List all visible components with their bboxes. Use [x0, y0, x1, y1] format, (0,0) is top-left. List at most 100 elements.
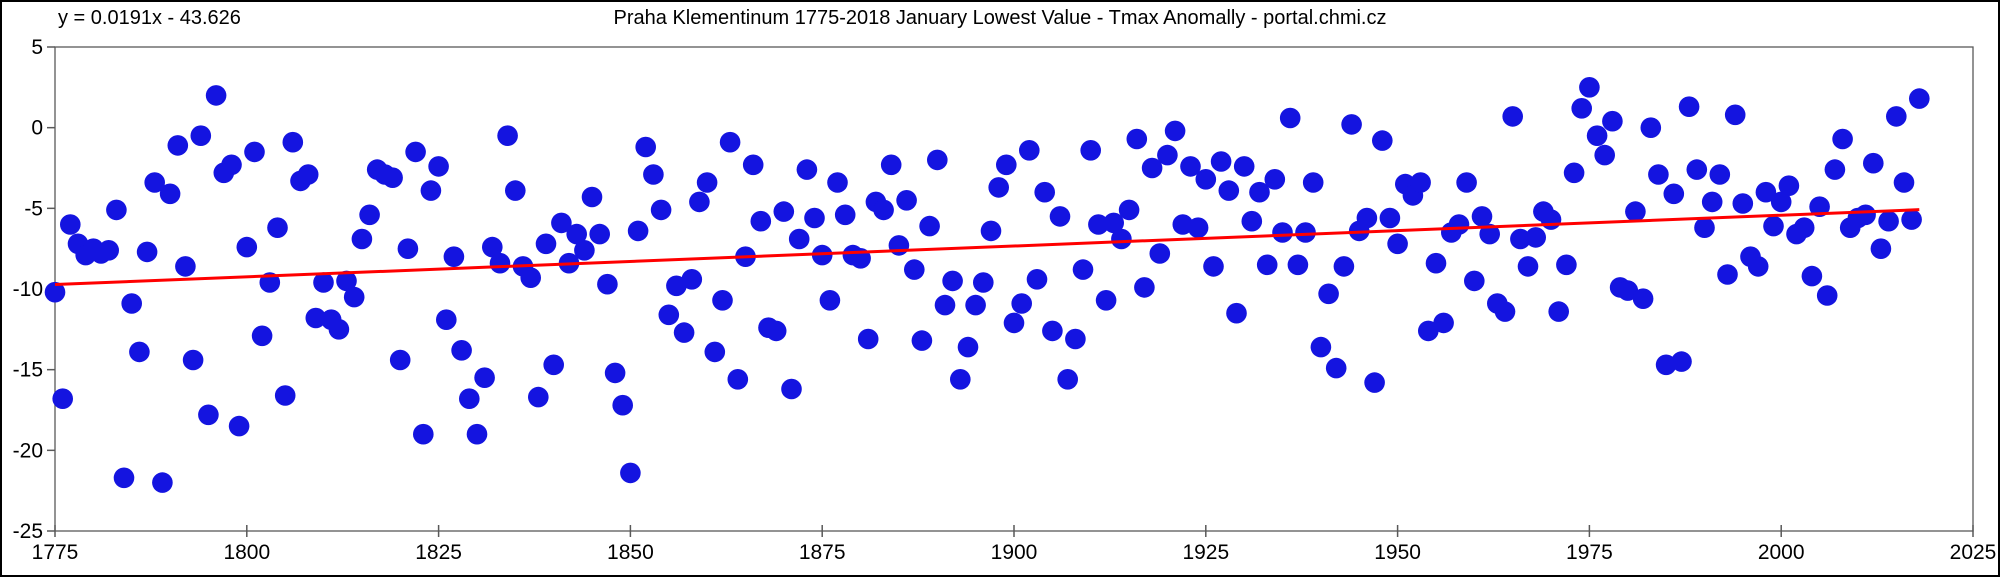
data-point	[1464, 270, 1485, 292]
data-point	[650, 199, 672, 221]
data-point	[604, 362, 626, 384]
data-point	[834, 204, 856, 226]
data-point	[1886, 106, 1907, 127]
data-point	[551, 212, 572, 234]
data-point	[267, 217, 288, 238]
x-axis-tick-label: 1900	[991, 541, 1038, 564]
data-point	[888, 235, 910, 256]
data-point	[1272, 222, 1293, 243]
data-point	[1855, 204, 1876, 226]
x-axis-tick-label: 1850	[607, 541, 654, 564]
data-point	[1732, 193, 1754, 214]
data-point	[1433, 312, 1454, 334]
data-point	[773, 201, 795, 222]
data-point	[1701, 191, 1723, 213]
data-point	[704, 341, 726, 363]
data-point	[1510, 228, 1531, 250]
data-point	[1594, 144, 1615, 166]
data-point	[1057, 369, 1078, 390]
data-point	[1372, 130, 1393, 151]
data-point	[1302, 172, 1324, 193]
y-axis-tick-label: -15	[13, 359, 43, 382]
data-point	[1632, 288, 1654, 310]
data-point	[796, 159, 818, 180]
data-point	[474, 367, 495, 389]
data-point	[1724, 104, 1746, 126]
data-point	[1863, 152, 1884, 174]
data-point	[1164, 120, 1186, 142]
data-point	[1563, 162, 1585, 184]
data-point	[635, 136, 656, 158]
data-point	[1256, 254, 1278, 276]
data-point	[857, 328, 879, 350]
data-point	[742, 154, 764, 176]
data-point	[1901, 209, 1922, 230]
x-axis-tick-label: 1825	[415, 541, 462, 564]
data-point	[451, 340, 472, 361]
trendline	[54, 208, 1920, 287]
data-point	[443, 246, 465, 267]
data-point	[221, 154, 242, 176]
data-point	[1456, 172, 1477, 193]
data-point	[382, 167, 403, 188]
data-point	[1011, 293, 1032, 314]
data-point	[1019, 140, 1040, 161]
data-point	[1540, 209, 1562, 230]
data-point	[305, 307, 327, 329]
data-point	[1793, 217, 1815, 238]
data-point	[1832, 128, 1853, 150]
data-point	[927, 149, 948, 171]
data-point	[405, 141, 426, 163]
x-axis-tick-label: 2025	[1950, 541, 1997, 564]
data-point	[1678, 96, 1700, 117]
data-point	[1471, 206, 1493, 227]
data-point	[988, 177, 1009, 198]
data-point	[297, 164, 319, 185]
data-point	[1801, 265, 1823, 287]
data-point	[1279, 107, 1301, 129]
data-point	[52, 388, 73, 410]
data-point	[1042, 320, 1063, 342]
data-point	[1617, 280, 1639, 301]
x-axis-tick-label: 1925	[1182, 541, 1229, 564]
data-point	[1065, 328, 1086, 350]
data-point	[129, 341, 150, 363]
data-point	[1111, 228, 1132, 250]
data-point	[957, 336, 979, 358]
data-point	[159, 183, 181, 205]
data-point	[1187, 217, 1209, 238]
data-point	[965, 294, 986, 316]
data-point	[750, 210, 772, 232]
data-point	[934, 294, 956, 316]
data-point	[313, 272, 334, 293]
data-point	[1210, 151, 1232, 172]
data-point	[1141, 157, 1163, 179]
data-point	[1218, 180, 1240, 201]
data-point	[581, 186, 603, 208]
y-axis-tick-label: -20	[13, 439, 43, 462]
data-point	[1694, 217, 1715, 238]
data-point	[1172, 214, 1194, 235]
data-point	[1157, 144, 1178, 166]
data-point	[589, 223, 610, 245]
data-point	[1195, 169, 1217, 190]
data-point	[765, 320, 787, 342]
data-point	[489, 252, 511, 274]
data-point	[666, 275, 687, 297]
data-point	[1479, 223, 1500, 245]
data-point	[942, 270, 963, 292]
data-point	[689, 191, 710, 213]
data-point	[1878, 210, 1899, 232]
data-point	[1556, 254, 1577, 276]
data-point	[1088, 214, 1109, 235]
data-point	[1448, 214, 1470, 235]
data-point	[911, 330, 933, 351]
data-point	[1333, 256, 1355, 277]
data-point	[1418, 320, 1439, 342]
data-point	[1134, 277, 1155, 298]
data-point	[727, 369, 749, 390]
data-point	[1747, 256, 1769, 277]
data-point	[497, 125, 518, 146]
